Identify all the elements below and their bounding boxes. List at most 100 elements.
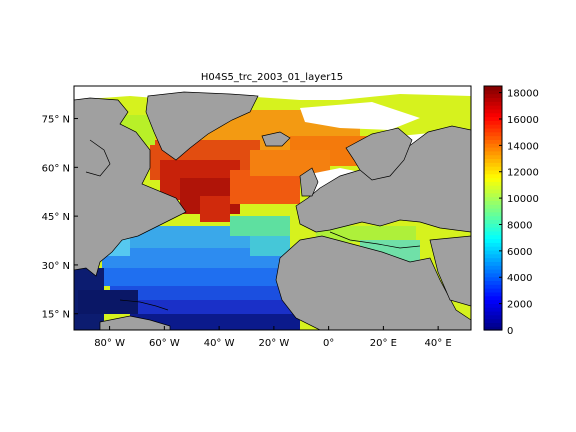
colorbar-segment xyxy=(484,303,502,308)
map-frame xyxy=(73,85,472,331)
map-title: H04S5_trc_2003_01_layer15 xyxy=(201,72,343,83)
lat-tick-label: 15° N xyxy=(42,310,70,321)
colorbar-segment xyxy=(484,280,502,285)
lat-tick-label: 75° N xyxy=(42,115,70,126)
colorbar-segment xyxy=(484,326,502,331)
caribbean-coastline xyxy=(119,299,169,311)
colorbar-tick-label: 14000 xyxy=(507,141,539,152)
latitude-ticks: 15° N 30° N 45° N 60° N 75° N xyxy=(42,115,78,321)
map-plot-area xyxy=(74,86,471,330)
colorbar-tick-label: 12000 xyxy=(507,168,539,179)
colorbar-segment xyxy=(484,192,502,198)
colorbar-segment xyxy=(484,269,502,274)
colorbar-tick-label: 18000 xyxy=(507,89,539,100)
colorbar-segment xyxy=(484,120,502,125)
colorbar-segment xyxy=(484,135,502,140)
colorbar-segment xyxy=(484,93,502,99)
hudson-bay-coastline xyxy=(85,139,111,177)
colorbar-tick-label: 8000 xyxy=(507,220,532,231)
field-band xyxy=(200,196,230,222)
colorbar-segment xyxy=(484,169,502,175)
colorbar-segment xyxy=(484,101,502,106)
colorbar-segment xyxy=(484,97,502,102)
colorbar-segment xyxy=(484,181,502,186)
colorbar-segment xyxy=(484,288,502,293)
colorbar-tick-label: 2000 xyxy=(507,300,532,311)
field-band xyxy=(110,286,306,300)
colorbar-segment xyxy=(484,173,502,179)
british-isles-land xyxy=(299,167,319,197)
field-band xyxy=(316,226,416,242)
colorbar-segment xyxy=(484,158,502,163)
field-band xyxy=(98,268,308,286)
lat-tick-label: 60° N xyxy=(42,163,70,174)
landmasses xyxy=(74,91,471,330)
coastlines xyxy=(85,139,421,311)
colorbar-segment xyxy=(484,307,502,312)
colorbar-segment xyxy=(484,291,502,297)
field-band xyxy=(230,216,290,236)
lon-tick-label: 80° W xyxy=(94,338,125,349)
colorbar-segment xyxy=(484,295,502,301)
colorbar-segment xyxy=(484,272,502,278)
greenland-land xyxy=(145,91,259,161)
colorbar-segment xyxy=(484,105,502,110)
colorbar-tick-label: 16000 xyxy=(507,115,539,126)
colorbar-segment xyxy=(484,147,502,152)
colorbar-segment xyxy=(484,208,502,213)
lon-tick-label: 20° E xyxy=(370,338,397,349)
colorbar-segment xyxy=(484,249,502,255)
colorbar-segment xyxy=(484,230,502,236)
colorbar-segment xyxy=(484,116,502,121)
colorbar-segment xyxy=(484,127,502,133)
colorbar-segment xyxy=(484,204,502,209)
colorbar-segment xyxy=(484,211,502,217)
colorbar-tick-label: 10000 xyxy=(507,194,539,205)
colorbar-segment xyxy=(484,177,502,182)
colorbar-segment xyxy=(484,131,502,137)
colorbar-segment xyxy=(484,215,502,221)
colorbar-segment xyxy=(484,234,502,240)
south-america-land xyxy=(99,315,171,330)
colorbar-segment xyxy=(484,166,502,171)
colorbar-segment xyxy=(484,124,502,129)
colorbar-tick-label: 6000 xyxy=(507,247,532,258)
field-band xyxy=(130,314,300,330)
colorbar-segment xyxy=(484,139,502,144)
colorbar-segment xyxy=(484,150,502,156)
colorbar-segment xyxy=(484,265,502,270)
north-america-land xyxy=(74,97,187,277)
colorbar-segment xyxy=(484,242,502,247)
lat-tick-label: 45° N xyxy=(42,212,70,223)
colorbar-segment xyxy=(484,200,502,205)
field-band xyxy=(78,290,138,314)
lon-tick-label: 20° W xyxy=(258,338,289,349)
lon-tick-label: 40° E xyxy=(425,338,452,349)
colorbar-segment xyxy=(484,223,502,228)
field-band xyxy=(250,150,330,176)
colorbar-segment xyxy=(484,154,502,160)
colorbar-segment xyxy=(484,310,502,316)
iceland-land xyxy=(261,131,291,147)
colorbar-segment xyxy=(484,162,502,167)
scandinavia-land xyxy=(345,127,413,181)
colorbar-segment xyxy=(484,227,502,232)
colorbar-segment xyxy=(484,322,502,327)
lon-tick-label: 0° xyxy=(323,338,334,349)
colorbar-segment xyxy=(484,238,502,243)
nodata-region xyxy=(300,102,420,130)
colorbar-segment xyxy=(484,257,502,262)
colorbar-segment xyxy=(484,276,502,282)
colorbar-segment xyxy=(484,219,502,224)
lat-tick-label: 30° N xyxy=(42,261,70,272)
lon-tick-label: 40° W xyxy=(204,338,235,349)
colorbar-frame xyxy=(483,85,503,331)
colorbar-segment xyxy=(484,143,502,148)
colorbar-tick-label: 4000 xyxy=(507,273,532,284)
lon-tick-label: 60° W xyxy=(149,338,180,349)
colorbar-segment xyxy=(484,253,502,259)
colorbar-segment xyxy=(484,299,502,304)
colorbar-segment xyxy=(484,185,502,190)
colorbar-segment xyxy=(484,261,502,266)
